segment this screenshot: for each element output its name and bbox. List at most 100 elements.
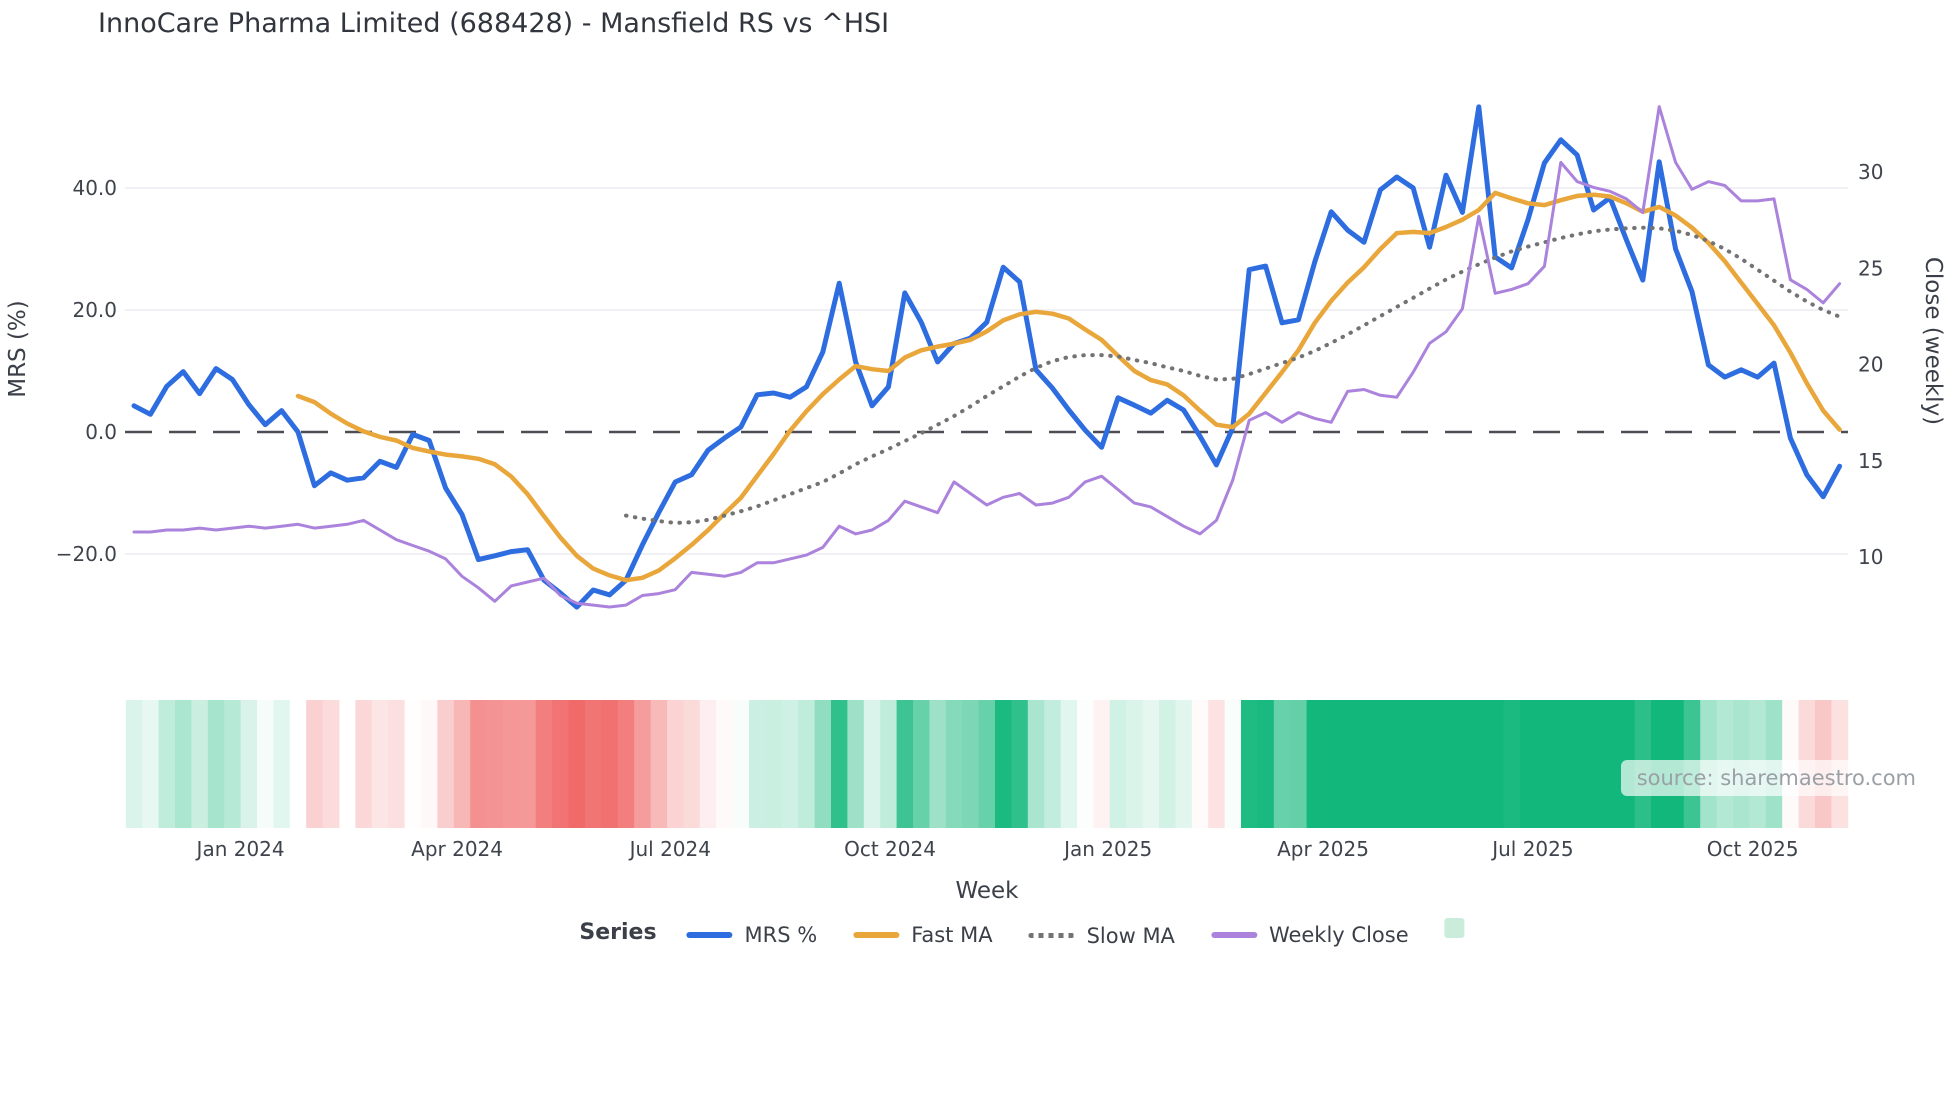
heatmap-cell	[765, 700, 783, 828]
heatmap-cell	[175, 700, 192, 828]
heatmap-cell	[1257, 700, 1275, 828]
legend-label: Fast MA	[911, 923, 993, 947]
x-tick-label: Jan 2025	[1062, 837, 1152, 861]
heatmap-cell	[1585, 700, 1603, 828]
heatmap-cell	[1372, 700, 1389, 828]
heatmap-cell	[1224, 700, 1242, 828]
heatmap-cell	[1536, 700, 1553, 828]
right-tick-label: 20	[1858, 353, 1883, 377]
heatmap-cell	[207, 700, 225, 828]
heatmap-cell	[568, 700, 586, 828]
heatmap-cell	[1011, 700, 1029, 828]
right-tick-label: 30	[1858, 160, 1883, 184]
heatmap-cell	[896, 700, 914, 828]
heatmap-cell	[1241, 700, 1258, 828]
heatmap-cell	[913, 700, 930, 828]
heatmap-cell	[125, 700, 143, 828]
legend-item-fast-ma: Fast MA	[853, 923, 993, 947]
mrs-line	[131, 104, 1843, 610]
heatmap-cell	[749, 700, 766, 828]
heatmap-cell	[1175, 700, 1193, 828]
legend-title: Series	[579, 920, 657, 946]
heatmap-cell	[1306, 700, 1324, 828]
heatmap-cell	[1109, 700, 1127, 828]
left-tick-label: 40.0	[72, 176, 117, 200]
heatmap-cell	[404, 700, 422, 828]
left-tick-label: 0.0	[85, 420, 117, 444]
heatmap-cell	[831, 700, 848, 828]
x-tick-label: Oct 2024	[844, 837, 936, 861]
heatmap-cell	[437, 700, 455, 828]
heatmap-cell	[552, 700, 569, 828]
left-tick-label: 20.0	[72, 298, 117, 322]
heatmap-cell	[798, 700, 815, 828]
heatmap-cell	[978, 700, 996, 828]
heatmap-cell	[1126, 700, 1143, 828]
slow-ma-line	[624, 225, 1842, 525]
right-tick-label: 25	[1858, 256, 1883, 280]
legend-item-heatmap	[1444, 918, 1465, 938]
heatmap-cell	[945, 700, 963, 828]
heatmap-cell	[1519, 700, 1537, 828]
legend-label: Weekly Close	[1268, 923, 1409, 947]
heatmap-cell	[1273, 700, 1291, 828]
heatmap-cell	[601, 700, 619, 828]
heatmap-cell	[503, 700, 520, 828]
heatmap-cell	[732, 700, 750, 828]
slow-ma-swatch-icon	[1028, 933, 1075, 938]
heatmap-cell	[995, 700, 1012, 828]
heatmap-cell	[781, 700, 799, 828]
x-tick-label: Jul 2025	[1490, 837, 1573, 861]
heatmap-cell	[847, 700, 865, 828]
heatmap-cell	[535, 700, 553, 828]
heatmap-cell	[585, 700, 602, 828]
heatmap-cell	[716, 700, 733, 828]
legend-label: Slow MA	[1086, 923, 1175, 948]
heatmap-cell	[486, 700, 504, 828]
heatmap-cell	[1191, 700, 1209, 828]
heatmap-cell	[371, 700, 389, 828]
heatmap-cell	[1487, 700, 1504, 828]
legend: Series MRS % Fast MA Slow MA Weekly Close	[579, 918, 1465, 948]
x-tick-label: Jul 2024	[628, 837, 711, 861]
right-tick-label: 10	[1858, 545, 1883, 569]
fast-ma-line	[295, 190, 1842, 583]
heatmap-cell	[1388, 700, 1406, 828]
heatmap-cell	[322, 700, 340, 828]
legend-item-mrs: MRS %	[686, 923, 817, 947]
x-tick-label: Jan 2024	[195, 837, 285, 861]
heatmap-cell	[1355, 700, 1373, 828]
weekly-close-line	[132, 105, 1842, 609]
legend-item-weekly-close: Weekly Close	[1210, 923, 1409, 947]
heatmap-cell	[617, 700, 635, 828]
heatmap-cell	[1077, 700, 1094, 828]
heatmap-cell	[240, 700, 258, 828]
heatmap-cell	[191, 700, 209, 828]
legend-item-slow-ma: Slow MA	[1028, 923, 1175, 948]
left-tick-label: −20.0	[56, 542, 117, 566]
heatmap-cell	[1159, 700, 1176, 828]
heatmap-cell	[224, 700, 241, 828]
source-attribution: source: sharemaestro.com	[1620, 760, 1932, 796]
heatmap-cell	[650, 700, 668, 828]
heatmap-cell	[257, 700, 274, 828]
heatmap-cell	[1027, 700, 1045, 828]
heatmap-cell	[1142, 700, 1160, 828]
heatmap-cell	[1503, 700, 1521, 828]
heatmap-cell	[1060, 700, 1078, 828]
heatmap-cell	[355, 700, 373, 828]
heatmap-cell	[453, 700, 471, 828]
heatmap-cell	[421, 700, 438, 828]
heatmap-cell	[388, 700, 405, 828]
heatmap-cell	[1044, 700, 1061, 828]
heatmap-cell	[962, 700, 979, 828]
heatmap-cell	[519, 700, 537, 828]
x-tick-label: Apr 2025	[1277, 837, 1369, 861]
heatmap-cell	[863, 700, 881, 828]
heatmap-cell	[306, 700, 323, 828]
heatmap-cell	[814, 700, 832, 828]
heatmap-cell	[1421, 700, 1439, 828]
heatmap-cell	[699, 700, 717, 828]
